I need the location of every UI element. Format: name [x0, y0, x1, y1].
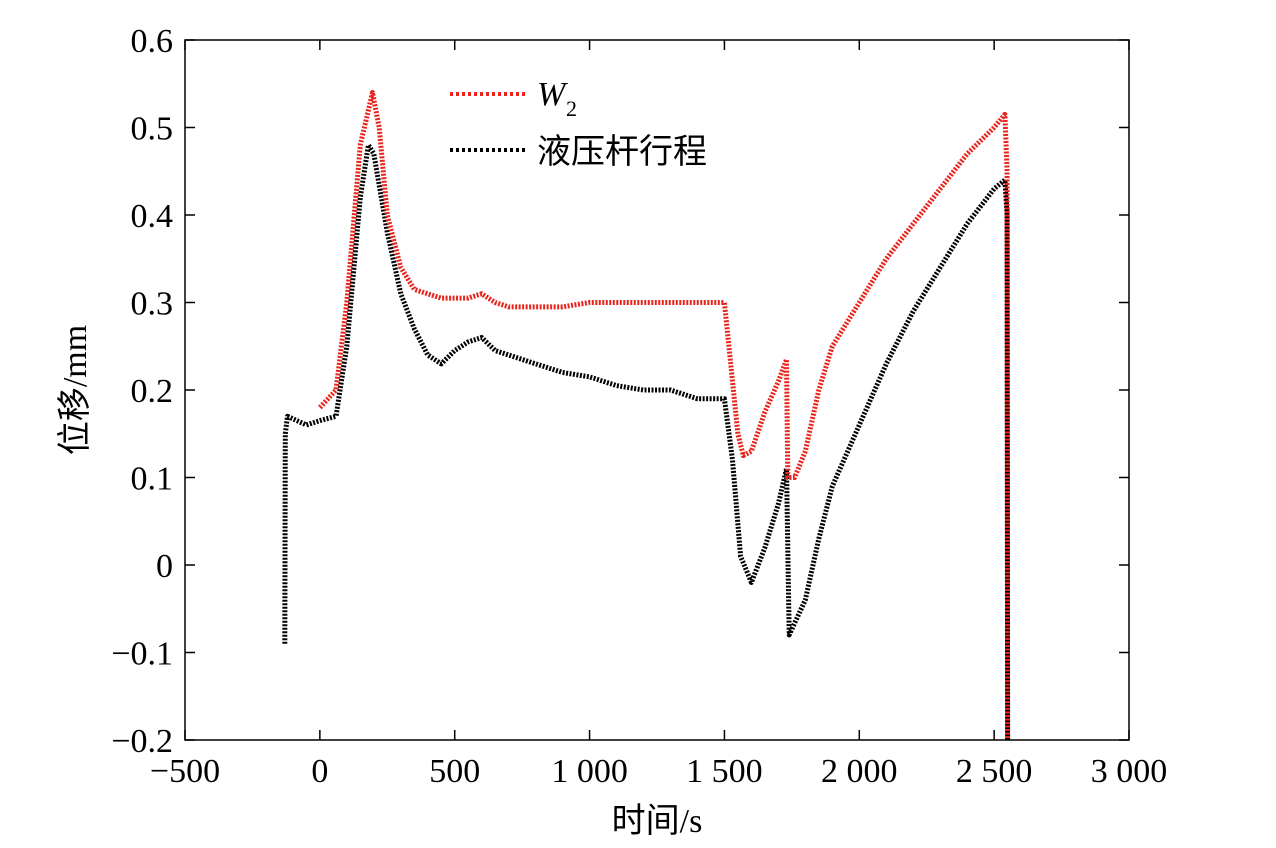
x-tick-label: 3 000 — [1091, 753, 1168, 790]
y-tick-label: 0.2 — [131, 373, 174, 410]
series-layer — [282, 90, 1011, 741]
x-tick-label: 2 000 — [821, 753, 898, 790]
legend-label-w2-subscript: 2 — [566, 96, 577, 121]
x-tick-label: −500 — [150, 753, 220, 790]
legend: W 2 液压杆行程 — [450, 76, 707, 171]
series-line-hydraulic-stroke — [282, 142, 1011, 741]
y-tick-label: 0.4 — [131, 198, 174, 235]
x-axis-label: 时间/s — [612, 803, 703, 840]
x-tick-label: 1 000 — [551, 753, 628, 790]
y-tick-label: 0 — [156, 548, 173, 585]
legend-label-w2: W — [537, 76, 568, 113]
y-tick-label: 0.5 — [131, 111, 174, 148]
y-tick-label: 0.3 — [131, 286, 174, 323]
x-tick-label: 1 500 — [686, 753, 763, 790]
x-tick-label: 500 — [429, 753, 480, 790]
y-tick-label: −0.2 — [111, 723, 173, 760]
series-line-w2 — [318, 90, 1011, 741]
tick-layer: −500 0 500 1 000 1 500 2 000 2 500 3 000 −0.2 −0.… — [111, 23, 1167, 790]
y-tick-label: 0.6 — [131, 23, 174, 60]
y-tick-label: −0.1 — [111, 636, 173, 673]
legend-label-hydraulic-stroke: 液压杆行程 — [537, 133, 707, 171]
y-axis-label: 位移/mm — [56, 325, 94, 455]
x-tick-label: 2 500 — [956, 753, 1033, 790]
x-tick-label: 0 — [311, 753, 328, 790]
y-tick-label: 0.1 — [131, 461, 174, 498]
